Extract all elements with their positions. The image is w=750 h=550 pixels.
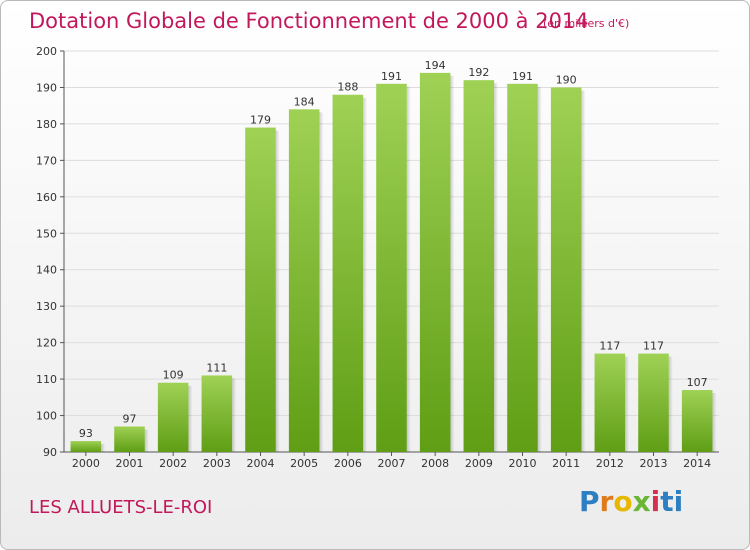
x-tick-label: 2003: [203, 457, 231, 470]
y-tick-label: 140: [36, 264, 57, 277]
bar-shadow: [275, 130, 280, 452]
bar-shadow: [406, 86, 411, 453]
x-tick-label: 2000: [72, 457, 100, 470]
bar-shadow: [188, 385, 193, 452]
x-tick-label: 2011: [552, 457, 580, 470]
bar-2001: [114, 426, 145, 452]
bar-2014: [681, 390, 713, 452]
value-label-2014: 107: [687, 376, 708, 389]
bar-2002: [157, 382, 189, 452]
value-label-2002: 109: [163, 369, 184, 382]
bar-2010: [507, 83, 538, 453]
value-label-2011: 190: [556, 73, 577, 86]
bar-shadow: [537, 86, 542, 453]
bar-2011: [550, 87, 582, 453]
value-label-2001: 97: [123, 412, 137, 425]
commune-name: LES ALLUETS-LE-ROI: [29, 497, 213, 518]
x-axis-ticks: 2000 2001 2002 2003 2004 2005 2006 2007 2008 2009…: [72, 452, 711, 470]
x-tick-label: 2007: [378, 457, 406, 470]
x-tick-label: 2012: [596, 457, 624, 470]
x-tick-label: 2004: [247, 457, 275, 470]
bar-shadow: [668, 356, 673, 452]
x-tick-label: 2009: [465, 457, 493, 470]
value-label-2000: 93: [79, 427, 93, 440]
bar-shadow: [232, 378, 237, 452]
bar-2007: [376, 83, 407, 453]
bar-2009: [463, 80, 495, 452]
bar-shadow: [625, 356, 630, 452]
value-label-2006: 188: [337, 81, 358, 94]
y-tick-label: 150: [36, 227, 57, 240]
bar-shadow: [712, 393, 717, 452]
value-label-2009: 192: [468, 66, 489, 79]
x-tick-label: 2008: [421, 457, 449, 470]
bar-2013: [638, 353, 669, 452]
bar-shadow: [363, 97, 368, 452]
x-tick-label: 2010: [509, 457, 537, 470]
bar-shadow: [450, 75, 455, 452]
y-tick-label: 90: [43, 446, 57, 459]
chart-subtitle: (en milliers d'€): [543, 17, 630, 30]
bar-shadow: [494, 83, 499, 452]
bars: [70, 72, 717, 453]
value-label-2005: 184: [294, 95, 315, 108]
x-tick-label: 2014: [683, 457, 711, 470]
y-tick-label: 190: [36, 81, 57, 94]
y-axis-ticks: 90 100 110 120 130 140 150 160 170 180 190 200: [36, 45, 64, 459]
y-tick-label: 130: [36, 300, 57, 313]
value-labels: 93 97 109 111 179 184 188 191 194 192 191 190 117 117…: [79, 59, 708, 440]
value-label-2004: 179: [250, 114, 271, 127]
y-tick-label: 100: [36, 410, 57, 423]
y-tick-label: 180: [36, 118, 57, 131]
bar-2003: [201, 375, 233, 452]
x-tick-label: 2013: [640, 457, 668, 470]
bar-2012: [594, 353, 626, 452]
bar-2008: [419, 72, 451, 452]
bar-2006: [332, 94, 364, 452]
chart-title: Dotation Globale de Fonctionnement de 20…: [29, 9, 589, 33]
bar-shadow: [581, 90, 586, 453]
x-tick-label: 2005: [290, 457, 318, 470]
x-tick-label: 2002: [159, 457, 187, 470]
x-tick-label: 2001: [116, 457, 144, 470]
y-tick-label: 170: [36, 154, 57, 167]
bar-2000: [70, 441, 102, 452]
y-tick-label: 200: [36, 45, 57, 58]
value-label-2003: 111: [206, 361, 227, 374]
y-tick-label: 160: [36, 191, 57, 204]
value-label-2012: 117: [599, 340, 620, 353]
x-tick-label: 2006: [334, 457, 362, 470]
value-label-2008: 194: [425, 59, 446, 72]
bar-2005: [288, 109, 320, 452]
bar-shadow: [319, 112, 324, 452]
y-tick-label: 110: [36, 373, 57, 386]
value-label-2013: 117: [643, 340, 664, 353]
bar-shadow: [101, 444, 106, 452]
bar-shadow: [144, 429, 149, 452]
value-label-2007: 191: [381, 70, 402, 83]
y-tick-label: 120: [36, 337, 57, 350]
proxiti-logo: Proxiti: [579, 485, 684, 518]
bar-2004: [245, 127, 276, 453]
value-label-2010: 191: [512, 70, 533, 83]
